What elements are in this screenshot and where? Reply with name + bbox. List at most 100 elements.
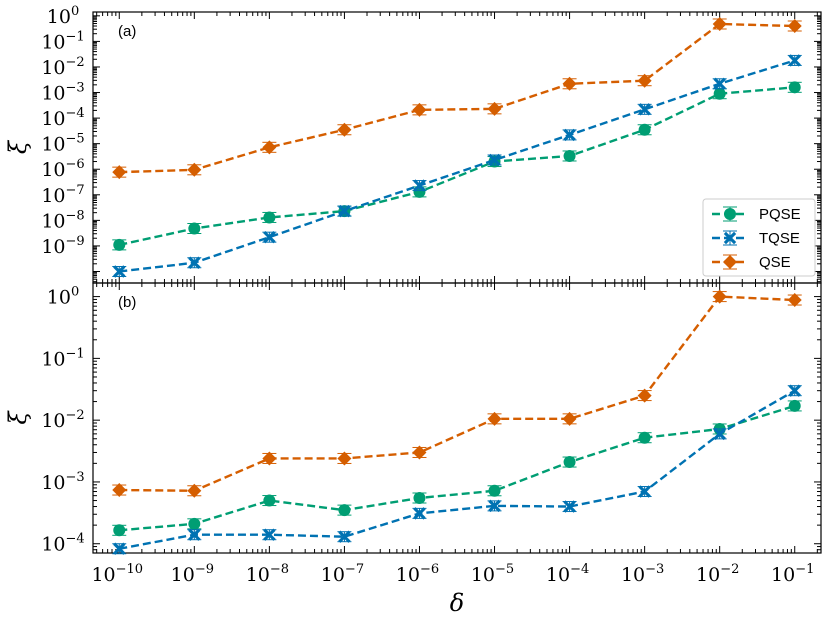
y-tick-label: 10−3 xyxy=(41,81,84,105)
data-point xyxy=(788,81,801,94)
data-point xyxy=(113,238,126,251)
data-point xyxy=(488,484,501,497)
data-point xyxy=(413,507,426,520)
data-point xyxy=(188,256,201,269)
legend-label: TQSE xyxy=(759,230,800,247)
series-tqse xyxy=(112,54,802,278)
data-point xyxy=(338,504,351,517)
legend-entry-pqse: PQSE xyxy=(712,206,801,223)
x-tick-label: 10−6 xyxy=(396,562,439,586)
data-point xyxy=(637,388,652,403)
y-tick-label: 10−2 xyxy=(41,55,84,79)
x-axis xyxy=(96,12,818,283)
data-point xyxy=(338,204,351,218)
series-line xyxy=(119,22,795,174)
data-point xyxy=(262,451,277,466)
legend-marker xyxy=(723,255,737,269)
data-point xyxy=(188,528,201,541)
y-tick-label: 10−4 xyxy=(41,106,84,130)
y-tick-label: 10−4 xyxy=(41,532,84,556)
data-point xyxy=(638,123,651,136)
data-point xyxy=(263,528,276,541)
data-point xyxy=(788,54,801,67)
y-tick-label: 100 xyxy=(47,285,79,309)
data-point xyxy=(488,153,501,167)
series-qse xyxy=(112,16,802,180)
data-point xyxy=(487,411,502,426)
data-point xyxy=(713,427,726,441)
series-line xyxy=(119,404,796,532)
series-line xyxy=(119,59,796,273)
data-point xyxy=(112,165,127,180)
data-point xyxy=(113,265,126,278)
data-point xyxy=(412,102,427,117)
data-point xyxy=(787,19,802,34)
y-tick-label: 10−6 xyxy=(41,157,84,181)
data-point xyxy=(113,524,126,537)
x-tick-label: 10−3 xyxy=(621,562,664,586)
y-axis: 100 10−1 10−2 10−3 10−4 xyxy=(41,285,821,556)
series-pqse xyxy=(112,399,802,537)
data-point xyxy=(713,77,726,90)
legend-marker xyxy=(723,231,737,245)
data-point xyxy=(187,162,202,177)
x-tick-label: 10−2 xyxy=(696,562,739,586)
data-point xyxy=(112,483,127,498)
data-point xyxy=(563,456,576,469)
y-axis-label: ξ xyxy=(4,410,32,425)
series-qse xyxy=(112,289,802,498)
data-point xyxy=(413,491,426,504)
x-axis-label: δ xyxy=(450,589,464,617)
data-point xyxy=(337,451,352,466)
x-tick-label: 10−9 xyxy=(171,562,214,586)
legend-label: QSE xyxy=(759,254,791,271)
y-tick-label: 10−5 xyxy=(41,132,84,156)
panel-b: 10−10 10−9 10−8 10−7 10−6 10−5 10−4 10−3 10−2 10−… xyxy=(4,282,822,617)
data-point xyxy=(413,179,426,192)
x-tick-label: 10−4 xyxy=(546,562,589,586)
data-point xyxy=(712,16,727,31)
data-point xyxy=(788,384,801,397)
x-tick-label: 10−1 xyxy=(771,562,814,586)
y-tick-label: 10−1 xyxy=(41,346,84,370)
legend-entry-tqse: TQSE xyxy=(712,230,800,247)
x-tick-label: 10−10 xyxy=(91,562,143,586)
y-tick-label: 10−3 xyxy=(41,470,84,494)
data-point xyxy=(113,542,126,555)
data-point xyxy=(563,128,576,142)
x-tick-label: 10−5 xyxy=(471,562,514,586)
panel-label: (b) xyxy=(118,294,136,311)
data-point xyxy=(262,140,277,155)
x-tick-label: 10−7 xyxy=(321,562,364,586)
series-line xyxy=(119,389,796,550)
series-line xyxy=(119,86,795,247)
data-point xyxy=(487,101,502,116)
data-point xyxy=(187,483,202,498)
y-tick-label: 10−8 xyxy=(41,208,84,232)
x-tick-label: 10−8 xyxy=(246,562,289,586)
legend-entry-qse: QSE xyxy=(712,254,791,271)
data-point xyxy=(263,211,276,224)
data-point xyxy=(638,485,651,498)
data-point xyxy=(562,76,577,91)
series-tqse xyxy=(112,384,802,555)
data-point xyxy=(188,517,201,530)
x-axis: 10−10 10−9 10−8 10−7 10−6 10−5 10−4 10−3 10−2 10−… xyxy=(91,283,818,586)
data-point xyxy=(188,222,201,235)
legend: PQSE TQSE QSE xyxy=(702,198,816,277)
data-point xyxy=(337,122,352,137)
data-point xyxy=(488,499,501,513)
data-point xyxy=(787,293,802,308)
data-point xyxy=(338,530,351,543)
y-tick-label: 100 xyxy=(47,4,79,28)
data-point xyxy=(562,411,577,426)
data-point xyxy=(788,399,801,412)
y-tick-label: 10−9 xyxy=(41,234,84,258)
series-pqse xyxy=(112,81,802,251)
data-point xyxy=(638,431,651,444)
data-point xyxy=(563,500,576,513)
y-tick-label: 10−7 xyxy=(41,183,84,207)
